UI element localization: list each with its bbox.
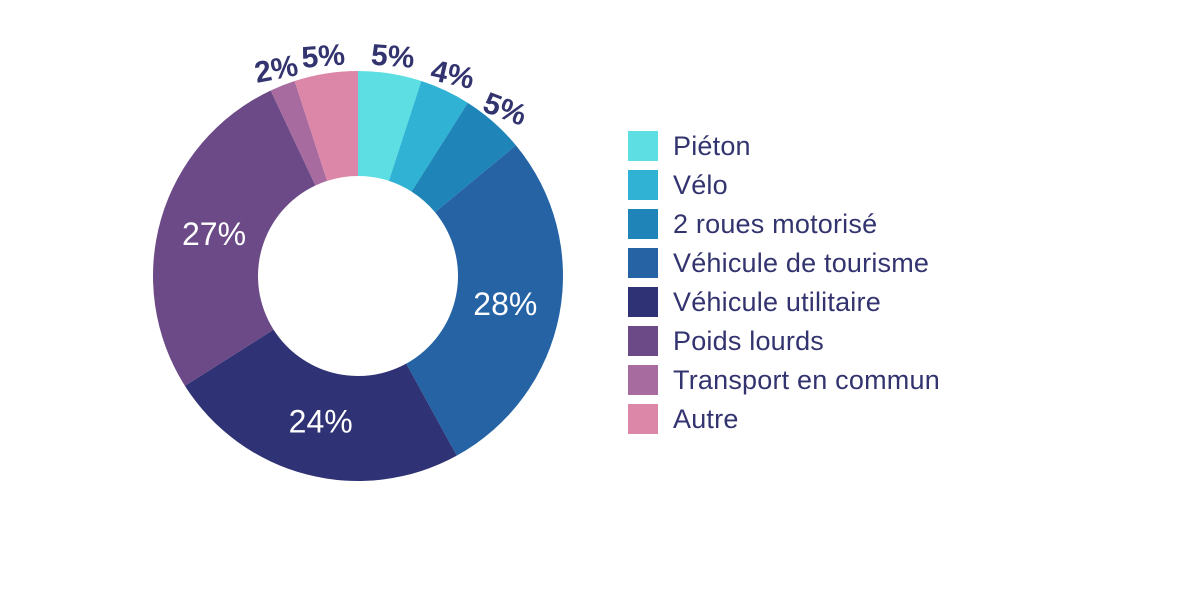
- legend-label: Vélo: [673, 170, 728, 200]
- chart-legend: Piéton Vélo 2 roues motorisé Véhicule de…: [628, 131, 940, 434]
- legend-item: Transport en commun: [628, 365, 940, 395]
- legend-swatch-icon: [628, 326, 658, 356]
- legend-item: Véhicule de tourisme: [628, 248, 940, 278]
- legend-label: Transport en commun: [673, 365, 940, 395]
- legend-item: Piéton: [628, 131, 940, 161]
- pie-slice-transport-en-commun: [270, 81, 328, 186]
- legend-label: Véhicule utilitaire: [673, 287, 881, 317]
- legend-swatch-icon: [628, 131, 658, 161]
- legend-swatch-icon: [628, 365, 658, 395]
- pie-slice-v-hicule-de-tourisme: [406, 145, 564, 456]
- legend-label: 2 roues motorisé: [673, 209, 878, 239]
- legend-item: 2 roues motorisé: [628, 209, 940, 239]
- legend-label: Véhicule de tourisme: [673, 248, 930, 278]
- pie-slice-poids-lourds: [153, 90, 316, 386]
- legend-swatch-icon: [628, 170, 658, 200]
- slice-percent-label: 2%: [252, 49, 301, 90]
- legend-swatch-icon: [628, 404, 658, 434]
- pie-slice-v-hicule-utilitaire: [184, 329, 457, 481]
- slice-percent-label: 5%: [300, 39, 346, 75]
- legend-swatch-icon: [628, 209, 658, 239]
- legend-swatch-icon: [628, 287, 658, 317]
- legend-swatch-icon: [628, 248, 658, 278]
- legend-label: Piéton: [673, 131, 751, 161]
- pie-slice-pi-ton: [358, 71, 422, 181]
- legend-label: Poids lourds: [673, 326, 824, 356]
- legend-item: Véhicule utilitaire: [628, 287, 940, 317]
- pie-slice-v-lo: [388, 81, 468, 192]
- slice-percent-label: 28%: [473, 286, 537, 322]
- pie-slice-autre: [294, 71, 358, 181]
- slice-percent-label: 5%: [370, 39, 416, 75]
- slice-percent-label: 24%: [289, 403, 353, 439]
- slice-percent-label: 27%: [182, 216, 246, 252]
- legend-item: Vélo: [628, 170, 940, 200]
- pie-slice-2-roues-motoris-: [411, 102, 516, 213]
- legend-item: Poids lourds: [628, 326, 940, 356]
- legend-label: Autre: [673, 404, 739, 434]
- legend-item: Autre: [628, 404, 940, 434]
